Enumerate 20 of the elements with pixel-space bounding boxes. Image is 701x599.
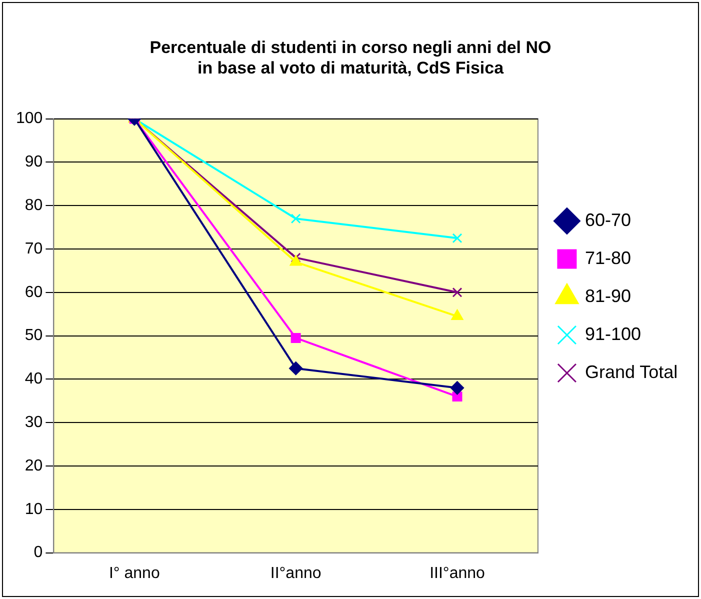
legend-label: 91-100	[584, 324, 642, 344]
x-tick-label: I° anno	[108, 564, 160, 582]
y-tick-label: 30	[24, 414, 43, 432]
y-tick-label: 50	[24, 327, 43, 344]
x-tick-label: II°anno	[270, 564, 322, 582]
y-tick-label: 70	[24, 240, 43, 258]
y-tick-label: 20	[24, 457, 43, 474]
legend-label: Grand Total	[584, 362, 678, 382]
y-tick-label: 100	[16, 110, 43, 128]
y-tick-label: 0	[34, 544, 43, 562]
legend-label: 81-90	[584, 286, 631, 306]
y-tick-label: 90	[24, 154, 43, 171]
y-tick-label: 80	[24, 197, 43, 214]
y-tick-label: 40	[24, 370, 43, 388]
legend-label: 71-80	[584, 248, 631, 268]
chart-title: Percentuale di studenti in corso negli anni del NO in base al voto di maturità, CdS Fisica	[150, 38, 552, 78]
x-tick-label: III°anno	[430, 564, 486, 582]
legend-label: 60-70	[584, 210, 631, 230]
y-tick-label: 60	[24, 284, 43, 301]
y-tick-label: 10	[24, 500, 43, 518]
